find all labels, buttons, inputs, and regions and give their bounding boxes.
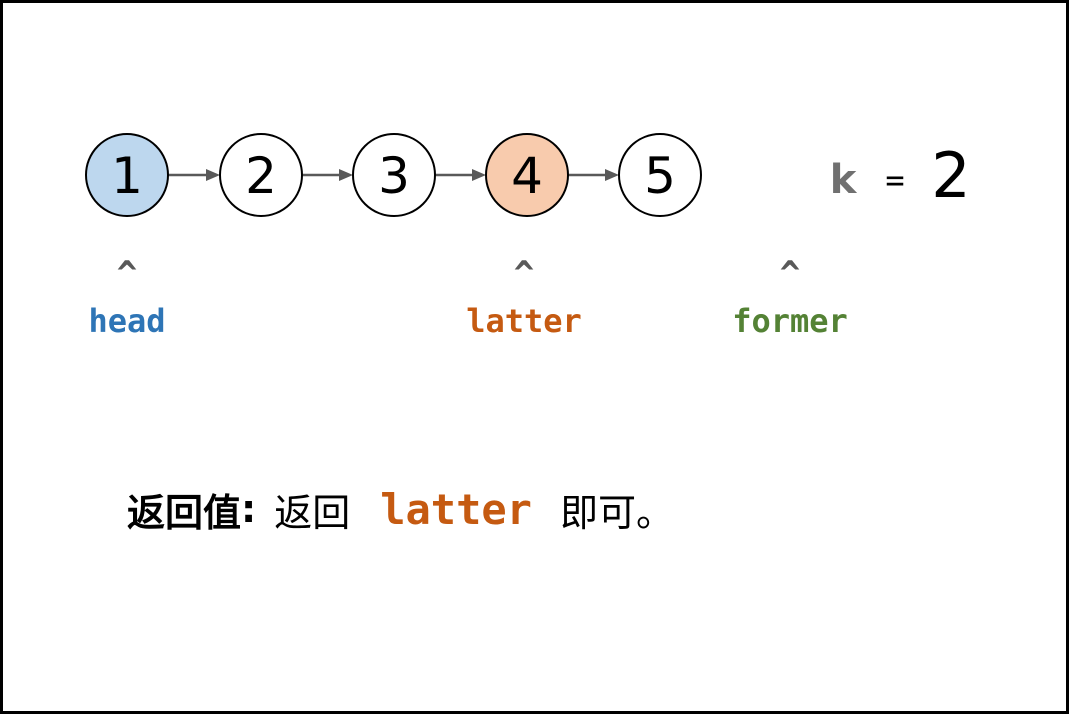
pointer-markers: ^ head ^ latter ^ former xyxy=(88,254,847,340)
list-node: 1 xyxy=(85,133,169,217)
list-node: 2 xyxy=(219,133,303,217)
node-circle xyxy=(485,133,569,217)
pointer-label: former xyxy=(732,302,848,340)
pointer-former: ^ former xyxy=(732,254,848,340)
next-arrow xyxy=(568,169,619,181)
list-node: 5 xyxy=(618,133,702,217)
return-statement: 返回值 : 返回 latter 即可。 xyxy=(127,481,674,537)
pointer-caret: ^ xyxy=(117,254,137,294)
return-prefix: 返回 xyxy=(274,490,351,535)
list-node: 4 xyxy=(485,133,569,217)
return-label: 返回值 xyxy=(127,490,242,535)
pointer-label: latter xyxy=(466,302,582,340)
node-value: 5 xyxy=(644,147,676,205)
linked-list-diagram: 1 2 3 4 5 k = 2 ^ head ^ latter ^ former xyxy=(85,133,971,340)
arrow-head xyxy=(339,169,353,181)
pointer-label: head xyxy=(88,302,165,340)
k-equals-sign: = xyxy=(885,161,904,199)
arrow-head xyxy=(206,169,220,181)
list-node: 3 xyxy=(352,133,436,217)
node-circle xyxy=(85,133,169,217)
pointer-caret: ^ xyxy=(780,254,800,294)
k-variable: k xyxy=(830,157,858,203)
linked-list-nodes: 1 2 3 4 5 xyxy=(85,133,702,217)
node-links xyxy=(168,169,619,181)
k-expression: k = 2 xyxy=(830,139,971,212)
return-code: latter xyxy=(380,484,532,534)
next-arrow xyxy=(302,169,353,181)
node-circle xyxy=(352,133,436,217)
node-value: 1 xyxy=(111,147,143,205)
k-value: 2 xyxy=(931,139,970,212)
pointer-head: ^ head xyxy=(88,254,165,340)
next-arrow xyxy=(435,169,486,181)
return-suffix: 即可。 xyxy=(559,490,674,535)
node-value: 2 xyxy=(245,147,277,205)
arrow-head xyxy=(605,169,619,181)
next-arrow xyxy=(168,169,220,181)
arrow-head xyxy=(472,169,486,181)
node-value: 4 xyxy=(511,147,543,205)
pointer-caret: ^ xyxy=(514,254,534,294)
node-value: 3 xyxy=(378,147,410,205)
node-circle xyxy=(618,133,702,217)
pointer-latter: ^ latter xyxy=(466,254,582,340)
node-circle xyxy=(219,133,303,217)
return-colon: : xyxy=(241,487,257,531)
